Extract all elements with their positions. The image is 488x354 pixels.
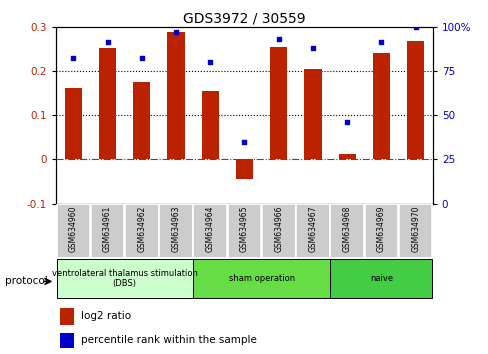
Bar bbox=[227, 204, 261, 258]
Point bbox=[69, 56, 77, 61]
Text: GSM634969: GSM634969 bbox=[376, 206, 385, 252]
Bar bbox=[262, 204, 295, 258]
Bar bbox=[330, 259, 431, 298]
Point bbox=[308, 45, 316, 51]
Text: GSM634961: GSM634961 bbox=[103, 206, 112, 252]
Text: GSM634962: GSM634962 bbox=[137, 206, 146, 252]
Bar bbox=[60, 308, 74, 325]
Text: GSM634968: GSM634968 bbox=[342, 206, 351, 252]
Bar bbox=[57, 259, 192, 298]
Point bbox=[377, 40, 385, 45]
Bar bbox=[364, 204, 397, 258]
Point bbox=[240, 139, 248, 144]
Bar bbox=[398, 204, 431, 258]
Text: percentile rank within the sample: percentile rank within the sample bbox=[81, 335, 256, 345]
Text: GSM634960: GSM634960 bbox=[69, 206, 78, 252]
Text: log2 ratio: log2 ratio bbox=[81, 311, 131, 321]
Bar bbox=[57, 204, 90, 258]
Bar bbox=[330, 204, 363, 258]
Point bbox=[103, 40, 111, 45]
Text: GSM634966: GSM634966 bbox=[274, 206, 283, 252]
Point bbox=[274, 36, 282, 42]
Text: naive: naive bbox=[369, 274, 392, 283]
Bar bbox=[235, 159, 253, 179]
Bar bbox=[64, 88, 81, 159]
Bar bbox=[304, 69, 321, 159]
Bar bbox=[296, 204, 329, 258]
Bar bbox=[167, 32, 184, 159]
Point bbox=[343, 119, 350, 125]
Text: GSM634964: GSM634964 bbox=[205, 206, 214, 252]
Text: GSM634967: GSM634967 bbox=[308, 206, 317, 252]
Bar bbox=[372, 53, 389, 159]
Text: GSM634965: GSM634965 bbox=[240, 206, 248, 252]
Bar bbox=[406, 41, 423, 159]
Bar bbox=[133, 82, 150, 159]
Bar bbox=[193, 259, 329, 298]
Bar bbox=[99, 48, 116, 159]
Bar bbox=[193, 204, 226, 258]
Point bbox=[206, 59, 214, 65]
Text: GSM634970: GSM634970 bbox=[410, 206, 419, 252]
Bar bbox=[159, 204, 192, 258]
Point bbox=[138, 56, 145, 61]
Text: GSM634963: GSM634963 bbox=[171, 206, 180, 252]
Bar bbox=[201, 91, 218, 159]
Bar bbox=[125, 204, 158, 258]
Title: GDS3972 / 30559: GDS3972 / 30559 bbox=[183, 11, 305, 25]
Text: protocol: protocol bbox=[5, 276, 47, 286]
Text: sham operation: sham operation bbox=[228, 274, 294, 283]
Point bbox=[172, 29, 180, 35]
Bar bbox=[338, 154, 355, 159]
Point bbox=[411, 24, 419, 29]
Bar bbox=[269, 47, 286, 159]
Bar bbox=[91, 204, 124, 258]
Bar bbox=[60, 333, 74, 348]
Text: ventrolateral thalamus stimulation
(DBS): ventrolateral thalamus stimulation (DBS) bbox=[52, 269, 197, 289]
